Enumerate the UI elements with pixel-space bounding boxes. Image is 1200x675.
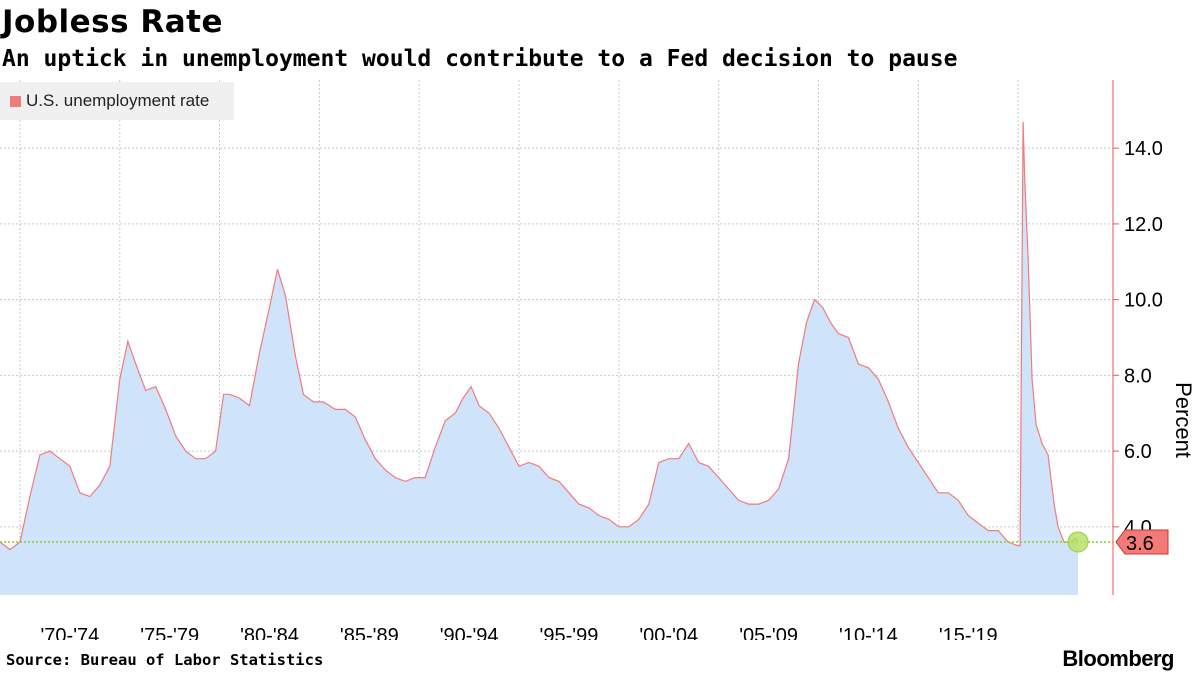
x-tick-label: '95-'99 xyxy=(540,625,599,640)
x-tick-label: '80-'84 xyxy=(240,625,299,640)
last-value-dot xyxy=(1067,531,1089,553)
y-axis-label: Percent xyxy=(1171,382,1196,458)
series-area xyxy=(0,121,1079,595)
y-tick-label: 14.0 xyxy=(1124,138,1163,160)
x-tick-label: '75-'79 xyxy=(140,625,199,640)
y-tick-label: 6.0 xyxy=(1124,441,1152,463)
unemployment-area-chart: 4.06.08.010.012.014.0'70-'74'75-'79'80-'… xyxy=(0,80,1196,640)
legend: U.S. unemployment rate xyxy=(0,82,234,120)
source-note: Source: Bureau of Labor Statistics xyxy=(6,651,324,669)
area-fill xyxy=(0,121,1078,595)
x-tick-label: '85-'89 xyxy=(340,625,399,640)
chart-subtitle: An uptick in unemployment would contribu… xyxy=(2,46,958,72)
y-tick-label: 12.0 xyxy=(1124,214,1163,236)
last-value-box xyxy=(1115,529,1169,555)
tick-labels: 4.06.08.010.012.014.0'70-'74'75-'79'80-'… xyxy=(40,138,1162,640)
brand-logo: Bloomberg xyxy=(1062,646,1174,671)
series-line xyxy=(0,121,1079,551)
axes xyxy=(1112,80,1119,595)
last-value-marker: 3.6 xyxy=(1067,529,1169,555)
y-tick-label: 10.0 xyxy=(1124,290,1163,312)
y-tick-label: 8.0 xyxy=(1124,365,1152,387)
x-tick-label: '90-'94 xyxy=(440,625,499,640)
x-tick-label: '00-'04 xyxy=(639,625,698,640)
x-tick-label: '15-'19 xyxy=(939,625,998,640)
last-value-label: 3.6 xyxy=(1126,533,1154,555)
legend-swatch xyxy=(10,95,21,107)
x-tick-label: '10-'14 xyxy=(839,625,898,640)
x-tick-label: '05-'09 xyxy=(739,625,798,640)
x-tick-label: '70-'74 xyxy=(40,625,99,640)
legend-label: U.S. unemployment rate xyxy=(26,91,210,110)
chart-title: Jobless Rate xyxy=(2,4,224,40)
